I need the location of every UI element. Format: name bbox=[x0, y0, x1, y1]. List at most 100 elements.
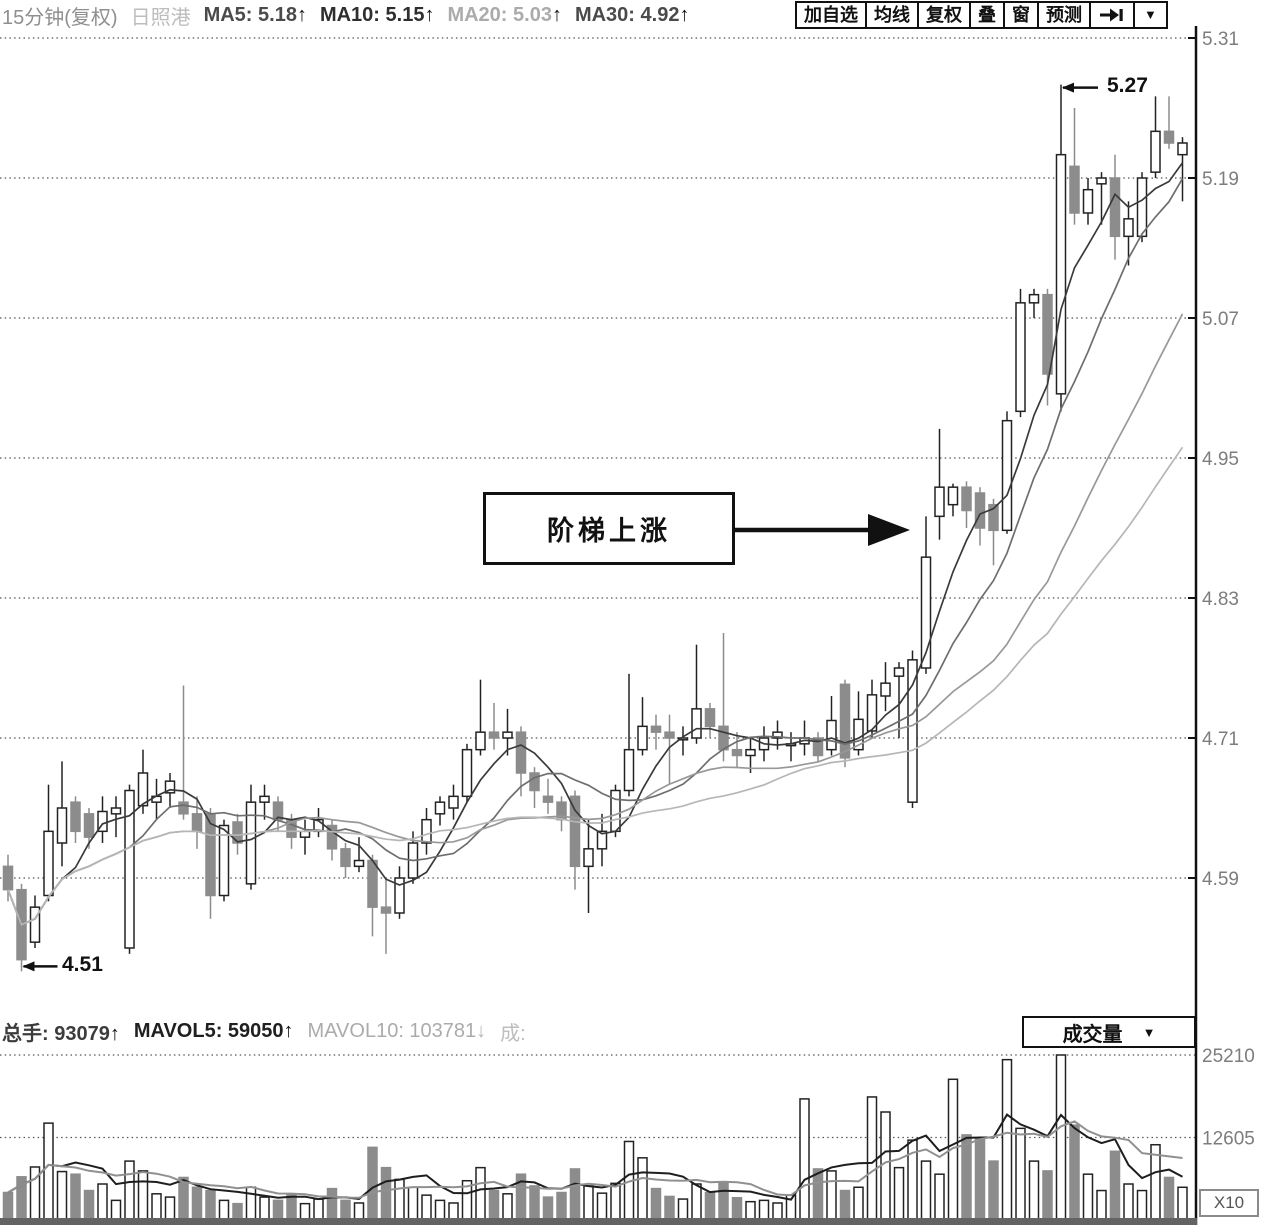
candle-up bbox=[1055, 153, 1067, 395]
candle-up bbox=[1177, 142, 1188, 156]
forecast-button[interactable]: 预测 bbox=[1037, 1, 1091, 29]
volume-bar-up bbox=[610, 1182, 621, 1221]
axis-labels: 5.31 5.19 5.07 4.95 4.83 4.71 4.59 25210 12605 bbox=[1202, 29, 1255, 1150]
overlay-button[interactable]: 叠 bbox=[969, 1, 1005, 29]
volume-bar-up bbox=[934, 1173, 945, 1221]
candle-up bbox=[353, 859, 365, 868]
volume-bar-up bbox=[1096, 1189, 1107, 1221]
up-arrow-icon: ↑ bbox=[424, 3, 435, 26]
ma-lines-button[interactable]: 均线 bbox=[865, 1, 919, 29]
candle-up bbox=[826, 719, 837, 751]
candle-down bbox=[326, 824, 338, 850]
volume-multiplier-text: X10 bbox=[1213, 1193, 1245, 1212]
candle-down bbox=[178, 801, 189, 815]
toolbar-dropdown-button[interactable]: ▼ bbox=[1133, 1, 1168, 29]
candle-down bbox=[1109, 177, 1121, 238]
ma30-line bbox=[7, 446, 1184, 926]
volume-bar-up bbox=[56, 1170, 68, 1221]
volume-bar-down bbox=[556, 1191, 567, 1221]
volume-bar-down bbox=[718, 1181, 729, 1221]
volume-bar-up bbox=[596, 1192, 608, 1221]
candle-down bbox=[961, 486, 972, 512]
candle-up bbox=[1096, 177, 1107, 185]
candle-up bbox=[461, 748, 473, 798]
volume-tick-label: 12605 bbox=[1202, 1129, 1255, 1150]
price-tick-label: 5.31 bbox=[1202, 29, 1239, 50]
volume-bar-down bbox=[191, 1186, 203, 1221]
candle-up bbox=[920, 556, 932, 669]
candle-up bbox=[1001, 419, 1013, 532]
candle-up bbox=[610, 789, 621, 833]
candle-down bbox=[488, 731, 500, 739]
volume-bar-down bbox=[1109, 1150, 1121, 1221]
volume-bar-down bbox=[1163, 1176, 1175, 1221]
up-arrow-icon: ↑ bbox=[109, 1022, 120, 1045]
volume-bar-up bbox=[124, 1160, 135, 1221]
candle-up bbox=[421, 818, 432, 844]
candle-down bbox=[974, 492, 986, 529]
volume-bar-up bbox=[151, 1193, 162, 1221]
volume-indicator-label: 成交量 bbox=[1062, 1023, 1123, 1046]
volume-bar-up bbox=[866, 1096, 878, 1221]
volume-multiplier-badge: X10 bbox=[1199, 1189, 1259, 1217]
volume-bar-up bbox=[502, 1193, 513, 1221]
candle-up bbox=[56, 807, 68, 844]
candle-up bbox=[164, 780, 176, 794]
candle-up bbox=[299, 830, 311, 838]
volume-bar-down bbox=[380, 1166, 392, 1221]
up-arrow-icon: ↑ bbox=[679, 3, 690, 26]
annotation-stair-rise-box: 阶梯上涨 bbox=[483, 492, 735, 565]
add-watchlist-button[interactable]: 加自选 bbox=[795, 1, 867, 29]
candle-down bbox=[569, 795, 581, 868]
volume-bar-up bbox=[97, 1183, 108, 1221]
candle-up bbox=[583, 848, 594, 868]
volume-bar-down bbox=[650, 1187, 662, 1221]
volume-bar-up bbox=[1082, 1173, 1094, 1221]
volume-bar-up bbox=[583, 1185, 594, 1221]
ma-lines bbox=[7, 162, 1184, 926]
candle-up bbox=[502, 731, 513, 739]
volume-bar-up bbox=[880, 1111, 891, 1221]
volume-bar-up bbox=[259, 1196, 270, 1221]
jump-to-latest-button[interactable] bbox=[1089, 1, 1135, 29]
candle-up bbox=[691, 708, 702, 739]
candle-up bbox=[97, 810, 108, 833]
volume-bar-up bbox=[137, 1170, 149, 1221]
volume-bar-up bbox=[920, 1160, 932, 1221]
window-button[interactable]: 窗 bbox=[1003, 1, 1039, 29]
chart-toolbar: 加自选 均线 复权 叠 窗 预测 ▼ bbox=[795, 1, 1168, 29]
volume-bar-down bbox=[812, 1168, 824, 1221]
candle-down bbox=[812, 737, 824, 757]
candle-down bbox=[650, 725, 662, 733]
candle-down bbox=[988, 503, 999, 532]
price-tick-label: 4.95 bbox=[1202, 449, 1239, 470]
candle-up bbox=[1136, 177, 1148, 238]
volume-bar-down bbox=[731, 1196, 743, 1221]
candle-up bbox=[866, 694, 878, 732]
volume-bar-up bbox=[893, 1166, 905, 1221]
candle-down bbox=[718, 725, 729, 751]
volume-tick-label: 25210 bbox=[1202, 1046, 1255, 1067]
volume-bar-down bbox=[178, 1176, 189, 1221]
candle-up bbox=[596, 830, 608, 850]
candle-up bbox=[245, 801, 257, 885]
price-tick-label: 5.07 bbox=[1202, 309, 1239, 330]
mavol5-readout: MAVOL5: 59050↑ bbox=[133, 1019, 294, 1042]
candle-down bbox=[731, 748, 743, 757]
volume-bar-down bbox=[569, 1168, 581, 1221]
price-tick-label: 5.19 bbox=[1202, 169, 1239, 190]
ma5-readout: MA5: 5.18↑ bbox=[203, 3, 307, 26]
candle-down bbox=[191, 813, 203, 833]
candle-up bbox=[623, 748, 635, 792]
volume-bar-up bbox=[245, 1186, 257, 1221]
candle-down bbox=[232, 821, 243, 844]
candle-down bbox=[380, 906, 392, 914]
candle-up bbox=[218, 824, 230, 897]
volume-readout-bar: 总手: 93079↑ MAVOL5: 59050↑ MAVOL10: 10378… bbox=[2, 1017, 526, 1045]
volume-indicator-selector[interactable]: 成交量 ▼ bbox=[1022, 1016, 1196, 1048]
adjust-rights-button[interactable]: 复权 bbox=[917, 1, 971, 29]
volume-bar-up bbox=[1136, 1189, 1148, 1221]
candle-up bbox=[947, 486, 959, 506]
candle-up bbox=[137, 772, 149, 807]
